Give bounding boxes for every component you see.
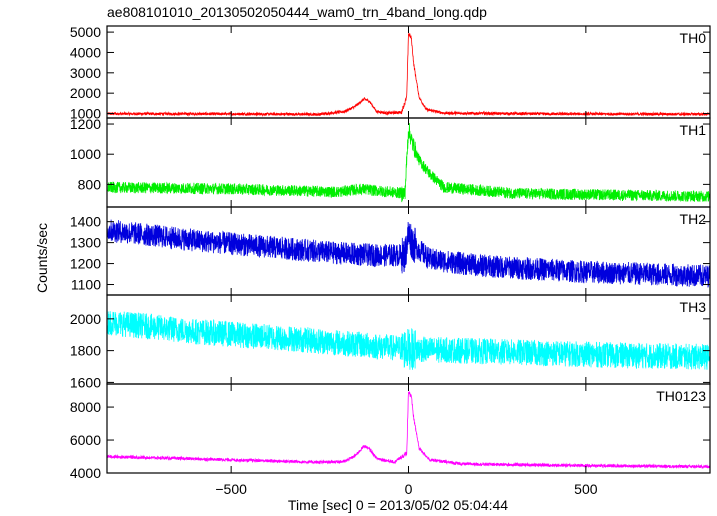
y-tick-label: 1800: [70, 343, 101, 359]
panel-th2: 1100 1200 1300 1400 TH2: [70, 206, 711, 296]
x-axis-label: Time [sec] 0 = 2013/05/02 05:04:44: [288, 497, 508, 513]
series-line-th1: [107, 123, 710, 203]
series-line-th0123: [107, 391, 710, 470]
x-tick-label: −500: [215, 481, 247, 497]
y-tick-label: 2000: [70, 311, 101, 327]
y-tick-label: 800: [78, 176, 102, 192]
y-tick-label: 1400: [70, 214, 101, 230]
y-tick-label: 4000: [70, 465, 101, 481]
panel-th1: 800 1000 1200 TH1: [70, 116, 711, 208]
panel-label-th2: TH2: [680, 211, 707, 227]
panel-label-th0: TH0: [680, 30, 707, 46]
y-axis-label: Counts/sec: [34, 223, 50, 293]
y-tick-label: 1200: [70, 256, 101, 272]
series-line-th0: [107, 33, 710, 117]
series-line-th2: [107, 219, 710, 288]
x-tick-label: 500: [574, 481, 598, 497]
panel-label-th1: TH1: [680, 122, 707, 138]
panel-frame: [106, 206, 711, 296]
y-tick-label: 1300: [70, 235, 101, 251]
y-tick-label: 1600: [70, 374, 101, 390]
y-tick-label: 6000: [70, 432, 101, 448]
y-tick-label: 1100: [71, 277, 101, 293]
series-line-th3: [107, 311, 710, 370]
panel-th3: 1600 1800 2000 TH3: [70, 294, 711, 390]
x-tick-label: 0: [405, 481, 413, 497]
y-tick-label: 3000: [70, 65, 101, 81]
panel-th0123: 4000 6000 8000 TH0123: [70, 383, 711, 481]
y-tick-label: 8000: [70, 399, 101, 415]
chart-title: ae808101010_20130502050444_wam0_trn_4ban…: [107, 4, 487, 20]
y-tick-label: 4000: [70, 44, 101, 60]
panel-label-th0123: TH0123: [656, 388, 706, 404]
y-tick-label: 2000: [70, 85, 101, 101]
panel-label-th3: TH3: [680, 299, 707, 315]
x-axis: −500 0 500: [215, 481, 597, 497]
y-tick-label: 1000: [70, 146, 101, 162]
y-tick-label: 1000: [70, 106, 101, 122]
y-tick-label: 1200: [70, 116, 101, 132]
y-tick-label: 5000: [70, 24, 101, 40]
panel-th0: 1000 2000 3000 4000 5000 TH0: [70, 24, 711, 122]
